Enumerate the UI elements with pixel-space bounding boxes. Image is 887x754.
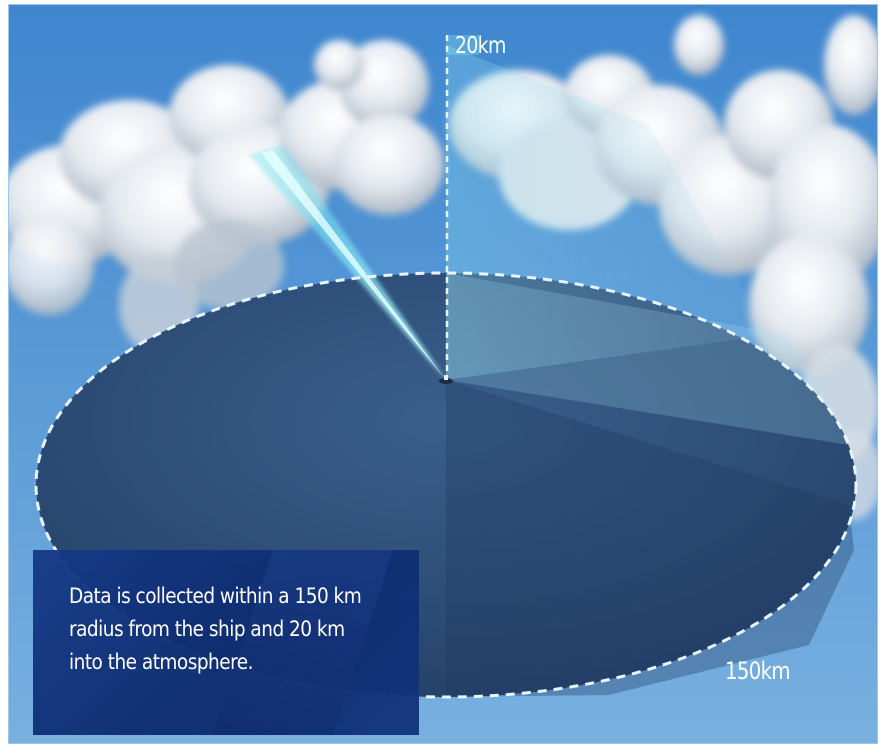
coverage-radius-outline bbox=[34, 271, 858, 699]
caption-panel: Data is collected within a 150 km radius… bbox=[33, 550, 419, 735]
coverage-wedge bbox=[446, 380, 854, 697]
radius-label: 150km bbox=[725, 657, 791, 685]
coverage-illustration bbox=[9, 5, 877, 743]
radar-beam bbox=[249, 145, 446, 380]
coverage-wall bbox=[446, 45, 769, 380]
diagram-frame: 20km 150km Data is collected within a 15… bbox=[8, 4, 878, 744]
coverage-wall-lower bbox=[446, 273, 849, 445]
radar-beam-core bbox=[261, 150, 446, 380]
altitude-label: 20km bbox=[455, 33, 506, 59]
caption-text: Data is collected within a 150 km radius… bbox=[69, 584, 362, 675]
ship-icon bbox=[439, 375, 453, 384]
